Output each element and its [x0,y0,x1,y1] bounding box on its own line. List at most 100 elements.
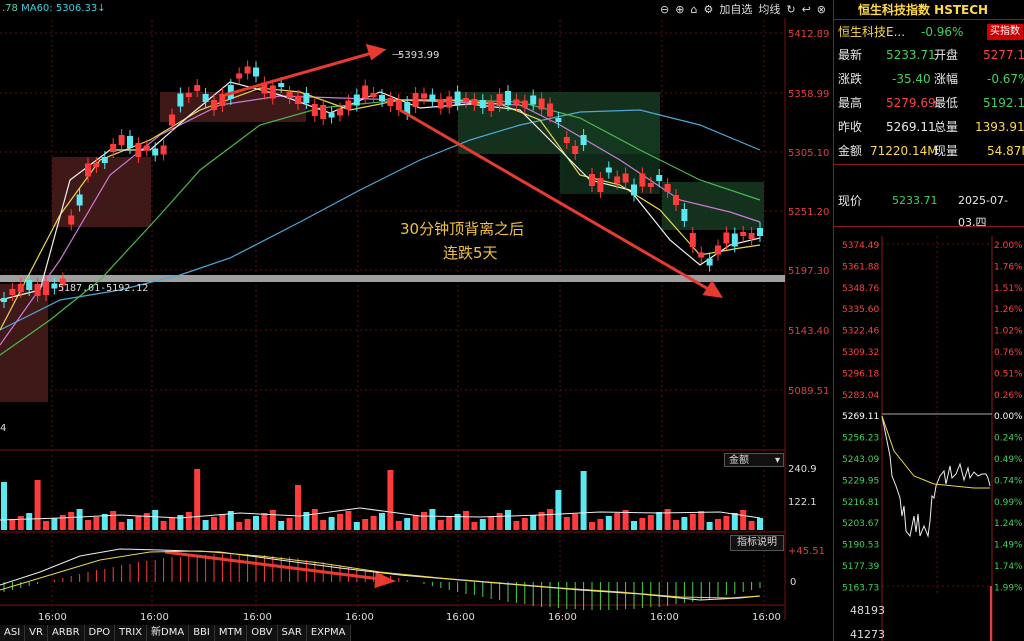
candle-body [715,245,721,255]
intraday-price [881,415,991,538]
intraday-pct-tick: 0.00% [994,412,1023,422]
quote-value: 5269.11 [886,120,936,134]
volume-bar [202,520,209,530]
quote-value: 5277.10 [983,48,1024,62]
tab-trix[interactable]: TRIX [115,625,148,641]
tab-expma[interactable]: EXPMA [306,625,351,641]
volume-bar [395,521,402,530]
grid [0,18,786,620]
intraday-pct-tick: 1.51% [994,284,1023,294]
tab-mtm[interactable]: MTM [214,625,248,641]
refresh-icon[interactable]: ↻ [786,2,796,16]
candle-body [429,94,436,102]
volume-bar [731,513,738,530]
volume-bar [345,511,352,530]
volume-bar [715,519,721,530]
divider [834,164,1024,165]
comment-line-2: 连跌5天 [443,244,498,262]
price-tick: 5412.89 [788,29,829,40]
tab-vr[interactable]: VR [25,625,48,641]
intraday-price-tick: 5256.23 [842,434,879,444]
intraday-vol-label: 41273 [850,628,885,641]
volume-bar [177,515,184,530]
volume-mid-label: 122.1 [788,497,817,508]
candle-body [421,93,427,99]
high-label: 5393.99 [398,50,439,61]
candle-body [647,183,654,187]
tab-dpo[interactable]: DPO [84,625,116,641]
close-icon[interactable]: ⊗ [816,2,826,16]
volume-bar [353,522,360,530]
volume-selector[interactable]: 金额 ▾ [724,453,784,467]
candle-body [496,94,503,106]
volume-bar [76,509,83,530]
buy-index-button[interactable]: 买指数 [987,24,1023,40]
volume-bar [547,509,553,530]
volume-bar [572,514,579,530]
tab-obv[interactable]: OBV [247,625,278,641]
intraday-pct-tick: 1.24% [994,519,1023,529]
time-tick: 16:00 [548,612,577,623]
intraday-pct-tick: 2.00% [994,241,1023,251]
volume-bar [269,510,276,530]
zoom-out-icon[interactable]: ⊖ [660,2,670,16]
intraday-price-tick: 5229.95 [842,476,879,486]
tab-bbi[interactable]: BBI [189,625,215,641]
candle-body [505,91,511,105]
home-icon[interactable]: ⌂ [690,2,698,16]
volume-bar [614,513,621,530]
candle-body [547,103,553,117]
settings-icon[interactable]: ⚙ [703,2,714,16]
candle-body [664,184,671,192]
zoom-in-icon[interactable]: ⊕ [675,2,685,16]
quote-row: 金额 71220.14M 现量 54.87M [834,140,1024,162]
time-tick: 16:00 [446,612,475,623]
quote-value: 54.87M [987,144,1024,158]
candle-body [580,135,587,145]
volume-bar [631,521,637,530]
intraday-pct-tick: 1.74% [994,562,1023,572]
candle-body [295,96,301,104]
indicator-help-button[interactable]: 指标说明 [730,535,784,551]
kline-chart[interactable]: — 5393.99 5187.01-5192.12 30分钟顶背离之后 连跌5天… [0,0,833,641]
candle-body [362,85,369,99]
tab-asi[interactable]: ASI [0,625,26,641]
indicator-line-button[interactable]: 均线 [758,3,781,16]
intraday-price-tick: 5163.73 [842,583,879,593]
candle-body [278,83,285,87]
candle-body [59,278,66,286]
candle-body [253,67,259,77]
volume-bar [488,516,495,530]
volume-bar [244,519,251,530]
tab-sar[interactable]: SAR [277,625,307,641]
candle-body [740,232,747,236]
intraday-pct-tick: 0.49% [994,455,1023,465]
tab-new-dma[interactable]: 新DMA [147,625,190,641]
volume-bar [295,485,301,530]
intraday-price-tick: 5322.46 [842,327,879,337]
quote-label: 昨收 [838,120,863,134]
intraday-pct-tick: 1.76% [994,262,1023,272]
candle-body [555,118,562,122]
high-marker: — [392,49,402,60]
intraday-price-tick: 5361.88 [842,262,879,272]
quote-value: -0.67% [987,72,1024,86]
candle-body [85,163,91,177]
intraday-chart[interactable]: 5374.49 5361.88 5348.76 5335.60 5322.46 5309.… [834,236,1024,641]
candle-body [269,85,276,99]
candle-body [118,135,125,145]
time-tick: 16:00 [243,612,272,623]
volume-bar [496,513,503,530]
time-axis: 16:00 16:00 16:00 16:00 16:00 16:00 16:0… [38,612,781,623]
tab-arbr[interactable]: ARBR [47,625,85,641]
volume-bar [51,518,58,530]
add-watch-button[interactable]: 加自选 [719,3,753,16]
time-tick: 16:00 [345,612,374,623]
back-icon[interactable]: ↩ [801,2,811,16]
volume-bar [437,520,444,530]
quote-label: 开盘 [934,48,959,62]
volume-bar [379,513,385,530]
price-tick: 5143.40 [788,326,829,337]
volume-bar [261,513,268,530]
price-tick: 5197.30 [788,266,829,277]
